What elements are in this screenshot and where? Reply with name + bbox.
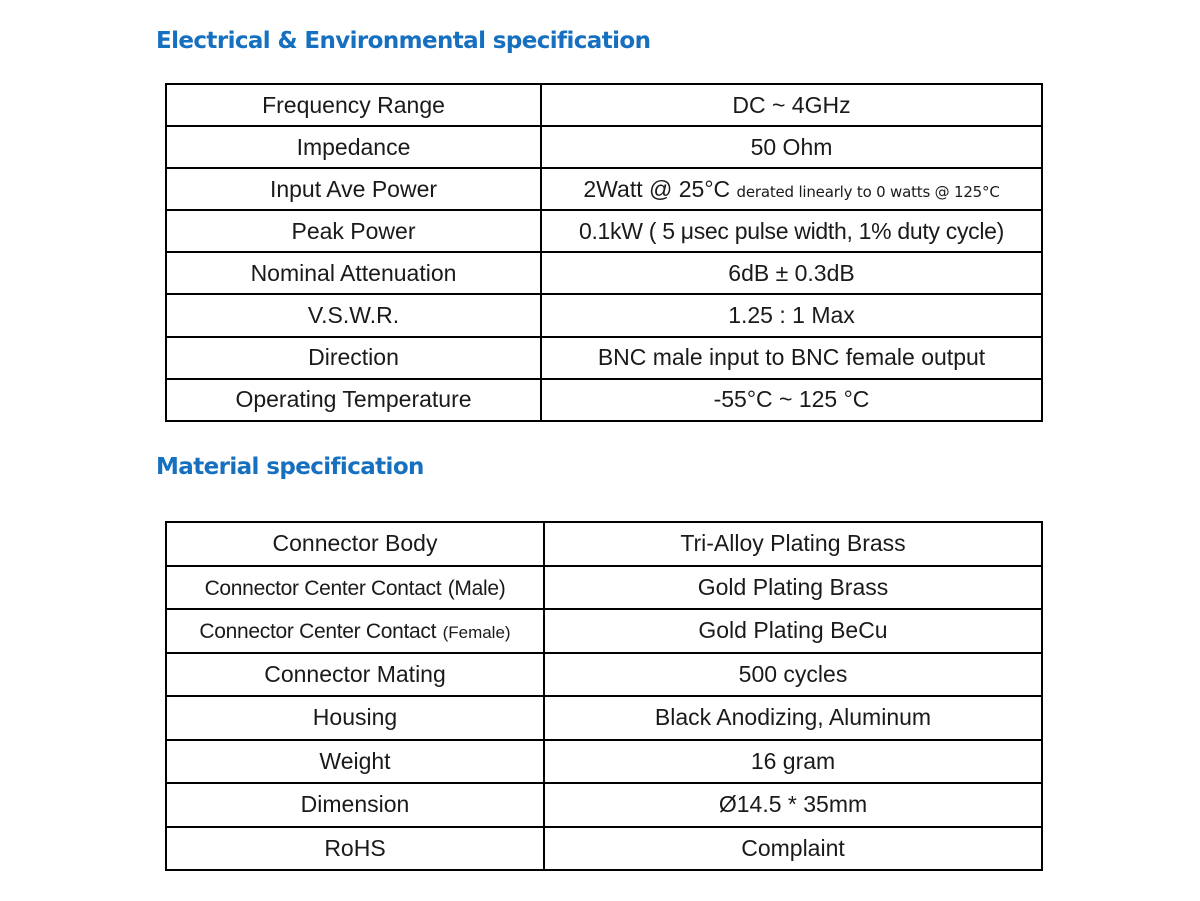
spec-label: Peak Power: [165, 209, 542, 254]
spec-label: Nominal Attenuation: [165, 251, 542, 296]
table-row: Impedance 50 Ohm: [165, 125, 1043, 170]
table-row: V.S.W.R. 1.25 : 1 Max: [165, 293, 1043, 338]
table-row: Direction BNC male input to BNC female o…: [165, 335, 1043, 380]
spec-label-cell: Connector Center Contact (Male): [165, 564, 545, 610]
table-row: Connector Body Tri-Alloy Plating Brass: [165, 521, 1043, 567]
spec-value: 50 Ohm: [540, 125, 1043, 170]
spec-value: 2Watt @ 25°C: [583, 175, 731, 202]
spec-value: Black Anodizing, Aluminum: [543, 695, 1043, 741]
spec-value: DC ~ 4GHz: [540, 82, 1043, 128]
table-row: Frequency Range DC ~ 4GHz: [165, 82, 1043, 128]
table-row: Housing Black Anodizing, Aluminum: [165, 695, 1043, 741]
electrical-spec-table: Frequency Range DC ~ 4GHz Impedance 50 O…: [165, 82, 1043, 422]
material-section-title: Material specification: [156, 454, 424, 480]
spec-value: Tri-Alloy Plating Brass: [543, 521, 1043, 567]
spec-label: Connector Center Contact: [199, 620, 437, 644]
spec-label-qualifier: (Male): [447, 576, 506, 600]
spec-value-note: derated linearly to 0 watts @ 125°C: [736, 182, 1000, 201]
table-row: Connector Center Contact (Male) Gold Pla…: [165, 564, 1043, 610]
table-row: Peak Power 0.1kW ( 5 μsec pulse width, 1…: [165, 209, 1043, 254]
table-row: Connector Center Contact (Female) Gold P…: [165, 608, 1043, 654]
table-row: Dimension Ø14.5 * 35mm: [165, 782, 1043, 828]
table-row: Weight 16 gram: [165, 738, 1043, 784]
spec-label: Direction: [165, 335, 542, 380]
electrical-section-title: Electrical & Environmental specification: [156, 28, 651, 54]
spec-value-cell: 2Watt @ 25°C derated linearly to 0 watts…: [540, 167, 1043, 212]
spec-label: Connector Center Contact: [204, 576, 442, 600]
spec-value: Ø14.5 * 35mm: [543, 782, 1043, 828]
spec-value: Gold Plating Brass: [543, 564, 1043, 610]
spec-label: Impedance: [165, 125, 542, 170]
spec-label-cell: Connector Center Contact (Female): [165, 608, 545, 654]
spec-label: Connector Mating: [165, 651, 545, 697]
spec-value: Gold Plating BeCu: [543, 608, 1043, 654]
spec-label: Dimension: [165, 782, 545, 828]
spec-value: 1.25 : 1 Max: [540, 293, 1043, 338]
table-row: RoHS Complaint: [165, 825, 1043, 871]
spec-label: Input Ave Power: [165, 167, 542, 212]
spec-label: Housing: [165, 695, 545, 741]
material-spec-table: Connector Body Tri-Alloy Plating Brass C…: [165, 521, 1043, 871]
table-row: Connector Mating 500 cycles: [165, 651, 1043, 697]
spec-label: Frequency Range: [165, 82, 542, 128]
spec-value: 6dB ± 0.3dB: [540, 251, 1043, 296]
spec-label: RoHS: [165, 825, 545, 871]
spec-value: 0.1kW ( 5 μsec pulse width, 1% duty cycl…: [540, 209, 1043, 254]
spec-value: Complaint: [543, 825, 1043, 871]
spec-label: Weight: [165, 738, 545, 784]
table-row: Input Ave Power 2Watt @ 25°C derated lin…: [165, 167, 1043, 212]
spec-label-qualifier: (Female): [442, 623, 511, 643]
table-row: Nominal Attenuation 6dB ± 0.3dB: [165, 251, 1043, 296]
spec-value: 500 cycles: [543, 651, 1043, 697]
spec-value: -55°C ~ 125 °C: [540, 377, 1043, 422]
spec-label: Operating Temperature: [165, 377, 542, 422]
spec-value: BNC male input to BNC female output: [540, 335, 1043, 380]
table-row: Operating Temperature -55°C ~ 125 °C: [165, 377, 1043, 422]
spec-label: V.S.W.R.: [165, 293, 542, 338]
spec-label: Connector Body: [165, 521, 545, 567]
spec-value: 16 gram: [543, 738, 1043, 784]
